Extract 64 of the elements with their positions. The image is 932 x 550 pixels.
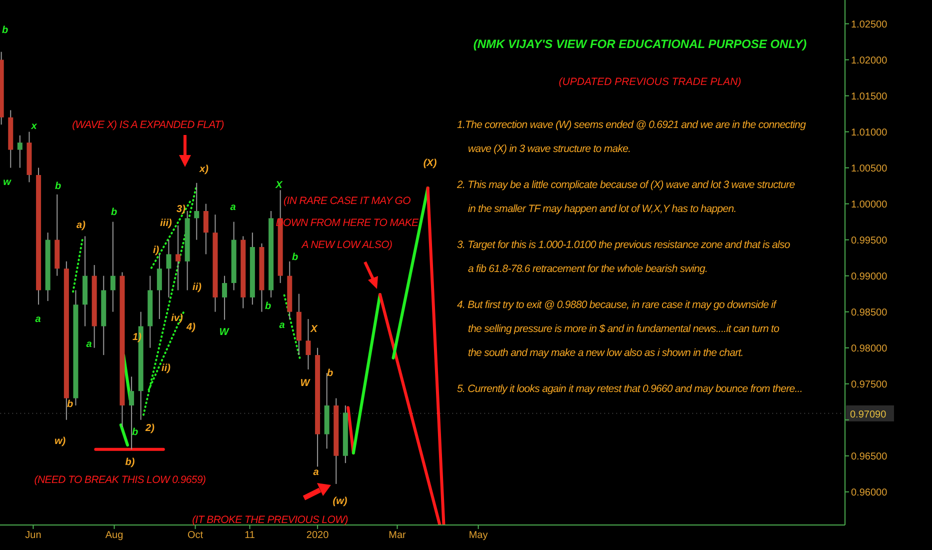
annotation: b — [326, 368, 334, 379]
y-tick-label: 1.01000 — [851, 127, 888, 138]
annotation: 1.The correction wave (W) seems ended @ 0.6921 and we are in the connecting wave (X) in 3 wave structure to make. — [457, 119, 806, 155]
annotation: x — [30, 121, 38, 132]
x-tick-label: Aug — [105, 530, 124, 542]
annotation: b — [292, 252, 298, 263]
x-tick-label: May — [468, 530, 488, 542]
annotation: (X) — [423, 158, 438, 169]
annotation: iii) — [160, 218, 172, 229]
text: (UPDATED PREVIOUS TRADE PLAN) — [558, 76, 742, 88]
annotation: 4) — [186, 322, 196, 333]
annotation: w — [3, 177, 12, 188]
annotation: W — [300, 378, 312, 389]
y-tick-label: 0.99500 — [851, 235, 888, 246]
x-tick-label: Oct — [188, 530, 204, 542]
y-tick-label: 1.00000 — [851, 199, 888, 210]
annotation: 5. Currently it looks again it may retest that 0.9660 and may bounce from there... — [457, 383, 802, 395]
annotation: 3. Target for this is 1.000-1.0100 the previous resistance zone and that is also a fib 61.8-78.6 retracement for the whole bearish swing. — [457, 239, 790, 275]
annotation: b — [2, 25, 8, 36]
x-tick-label: Mar — [388, 530, 407, 542]
annotation: a — [313, 467, 320, 478]
annotation: a — [35, 314, 42, 325]
annotation: 2) — [144, 423, 156, 434]
annotation: iv) — [171, 313, 184, 324]
x-tick-label: 2020 — [306, 530, 330, 542]
x-tick-label: 11 — [244, 530, 256, 542]
x-tick-label: Jun — [25, 530, 42, 542]
annotation: b — [66, 399, 74, 410]
annotation: w) — [54, 436, 66, 447]
annotation: X — [310, 324, 319, 335]
annotation: ii) — [192, 282, 202, 293]
annotation: W — [219, 327, 230, 338]
annotation: i) — [152, 245, 160, 256]
y-tick-label: 0.96500 — [851, 451, 888, 462]
annotation: (w) — [332, 496, 348, 507]
annotation: 4. But first try to exit @ 0.9880 because, in rare case it may go downside if the selling pressure is more in $ and in fundamental news....it can turn to the south and may make a new low also as i shown in the chart. — [457, 299, 780, 359]
y-tick-label: 0.98000 — [851, 343, 888, 354]
annotation: (WAVE X) IS A EXPANDED FLAT) — [72, 119, 224, 131]
annotation: 3) — [176, 204, 186, 215]
annotation: a — [86, 339, 92, 350]
annotation: b — [110, 207, 118, 218]
annotation: a — [279, 320, 286, 331]
y-tick-label: 1.02000 — [851, 55, 888, 66]
annotation: b — [132, 427, 138, 438]
y-tick-label: 0.98500 — [851, 307, 888, 318]
annotation: b — [264, 301, 272, 312]
annotation: b — [54, 181, 62, 192]
annotation: a — [230, 202, 236, 213]
annotation: (IT BROKE THE PREVIOUS LOW) — [192, 514, 348, 526]
y-tick-label: 1.01500 — [851, 91, 888, 102]
annotation: (NEED TO BREAK THIS LOW 0.9659) — [34, 474, 206, 486]
y-tick-label: 1.02500 — [851, 19, 888, 30]
y-tick-label: 0.99000 — [851, 271, 888, 282]
text: (NMK VIJAY'S VIEW FOR EDUCATIONAL PURPOSE ONLY) — [473, 37, 807, 51]
ref-line-label: 0.97090 — [850, 409, 887, 420]
annotation: 2. This may be a little complicate because of (X) wave and lot 3 wave structure in the smaller TF may happen and lot of W,X,Y has to happen. — [456, 179, 796, 215]
y-tick-label: 0.97500 — [851, 379, 888, 390]
annotation: ii) — [162, 363, 172, 374]
annotation: b) — [125, 457, 136, 468]
annotation: x) — [198, 164, 210, 175]
y-tick-label: 0.96000 — [851, 487, 888, 498]
annotation: a) — [76, 220, 86, 231]
y-tick-label: 1.00500 — [851, 163, 888, 174]
annotation: X — [274, 180, 284, 191]
